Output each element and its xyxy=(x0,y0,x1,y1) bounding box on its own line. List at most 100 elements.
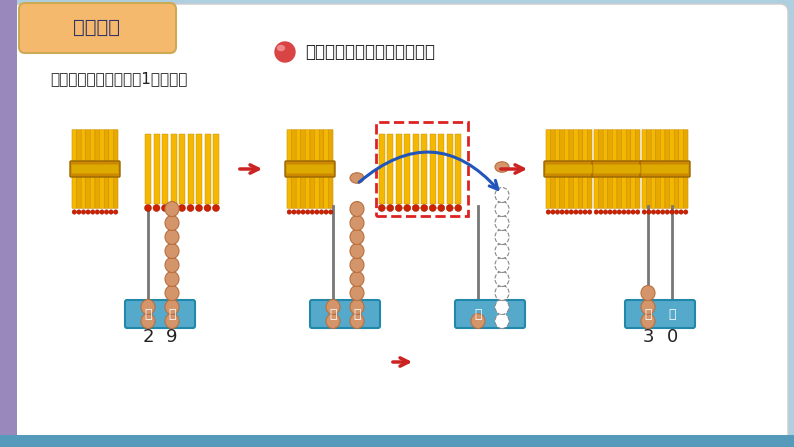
Ellipse shape xyxy=(141,299,155,315)
Circle shape xyxy=(95,210,99,214)
Circle shape xyxy=(599,210,603,214)
Circle shape xyxy=(395,204,403,211)
Ellipse shape xyxy=(141,313,155,329)
Circle shape xyxy=(651,210,656,214)
FancyBboxPatch shape xyxy=(329,130,333,208)
Text: 接着数，二十九，再添1是三十。: 接着数，二十九，再添1是三十。 xyxy=(50,72,187,87)
Circle shape xyxy=(583,210,588,214)
FancyBboxPatch shape xyxy=(125,300,195,328)
FancyBboxPatch shape xyxy=(310,300,380,328)
FancyBboxPatch shape xyxy=(81,130,86,208)
FancyBboxPatch shape xyxy=(674,130,679,208)
Bar xyxy=(413,134,418,204)
Ellipse shape xyxy=(641,299,655,315)
Text: 0: 0 xyxy=(666,328,677,346)
Bar xyxy=(145,134,151,204)
FancyBboxPatch shape xyxy=(642,130,646,208)
Circle shape xyxy=(81,210,86,214)
Ellipse shape xyxy=(495,299,509,315)
Bar xyxy=(213,134,219,204)
Circle shape xyxy=(430,204,436,211)
Bar xyxy=(379,134,385,204)
Circle shape xyxy=(319,210,324,214)
FancyBboxPatch shape xyxy=(109,130,114,208)
Circle shape xyxy=(86,210,91,214)
FancyBboxPatch shape xyxy=(630,130,635,208)
FancyBboxPatch shape xyxy=(287,164,333,173)
FancyBboxPatch shape xyxy=(72,130,77,208)
FancyBboxPatch shape xyxy=(104,130,109,208)
Circle shape xyxy=(287,210,291,214)
FancyBboxPatch shape xyxy=(545,164,592,173)
Ellipse shape xyxy=(495,229,509,245)
Text: 十: 十 xyxy=(330,308,337,320)
Circle shape xyxy=(679,210,684,214)
Circle shape xyxy=(656,210,661,214)
Ellipse shape xyxy=(350,299,364,315)
Circle shape xyxy=(617,210,622,214)
FancyBboxPatch shape xyxy=(319,130,324,208)
Circle shape xyxy=(565,210,569,214)
Circle shape xyxy=(669,210,674,214)
Circle shape xyxy=(296,210,301,214)
Circle shape xyxy=(635,210,640,214)
Circle shape xyxy=(324,210,328,214)
Circle shape xyxy=(594,210,599,214)
Circle shape xyxy=(275,42,295,62)
Circle shape xyxy=(603,210,607,214)
Circle shape xyxy=(684,210,688,214)
Bar xyxy=(0,0,17,447)
FancyBboxPatch shape xyxy=(635,130,640,208)
Ellipse shape xyxy=(495,202,509,216)
Bar xyxy=(187,134,194,204)
Bar xyxy=(179,134,185,204)
Ellipse shape xyxy=(495,187,509,202)
Circle shape xyxy=(329,210,333,214)
FancyBboxPatch shape xyxy=(592,161,642,177)
FancyBboxPatch shape xyxy=(310,130,314,208)
Ellipse shape xyxy=(495,271,509,287)
Ellipse shape xyxy=(165,313,179,329)
Bar xyxy=(447,134,453,204)
FancyBboxPatch shape xyxy=(669,130,674,208)
Ellipse shape xyxy=(350,271,364,287)
FancyBboxPatch shape xyxy=(287,130,291,208)
Circle shape xyxy=(626,210,630,214)
Circle shape xyxy=(665,210,669,214)
Ellipse shape xyxy=(326,313,340,329)
Circle shape xyxy=(631,210,635,214)
FancyBboxPatch shape xyxy=(626,130,630,208)
FancyBboxPatch shape xyxy=(546,130,550,208)
Circle shape xyxy=(100,210,104,214)
Ellipse shape xyxy=(350,215,364,231)
Ellipse shape xyxy=(165,229,179,245)
Bar xyxy=(0,435,794,447)
Bar xyxy=(438,134,445,204)
Circle shape xyxy=(310,210,314,214)
FancyBboxPatch shape xyxy=(560,130,565,208)
FancyBboxPatch shape xyxy=(99,130,104,208)
Ellipse shape xyxy=(641,313,655,329)
Ellipse shape xyxy=(350,257,364,273)
Circle shape xyxy=(646,210,651,214)
Ellipse shape xyxy=(165,286,179,300)
FancyBboxPatch shape xyxy=(95,130,99,208)
FancyBboxPatch shape xyxy=(599,130,603,208)
FancyBboxPatch shape xyxy=(550,130,555,208)
Circle shape xyxy=(114,210,118,214)
Circle shape xyxy=(608,210,612,214)
Circle shape xyxy=(674,210,679,214)
Circle shape xyxy=(555,210,560,214)
FancyBboxPatch shape xyxy=(565,130,569,208)
Circle shape xyxy=(145,204,152,211)
FancyBboxPatch shape xyxy=(296,130,301,208)
FancyBboxPatch shape xyxy=(544,161,594,177)
Circle shape xyxy=(170,204,177,211)
Bar xyxy=(387,134,393,204)
FancyBboxPatch shape xyxy=(71,164,118,173)
FancyBboxPatch shape xyxy=(656,130,661,208)
Bar xyxy=(162,134,168,204)
FancyBboxPatch shape xyxy=(588,130,592,208)
FancyBboxPatch shape xyxy=(12,4,788,445)
FancyBboxPatch shape xyxy=(642,164,688,173)
